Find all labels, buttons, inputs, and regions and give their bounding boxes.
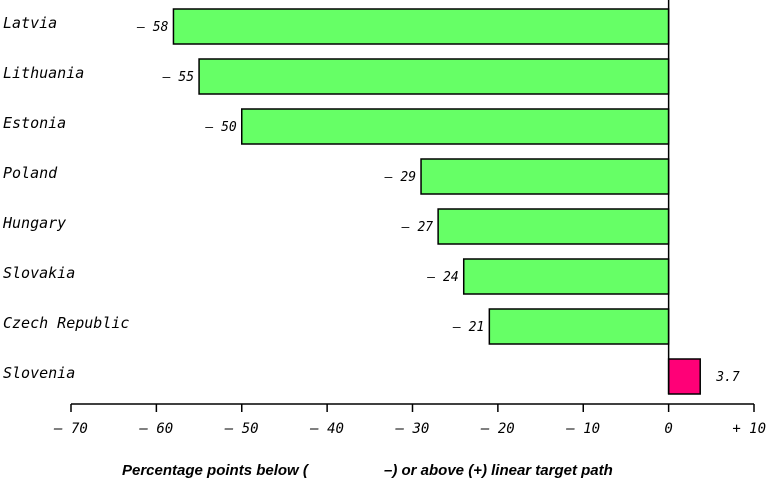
bar-hungary [437,208,670,245]
x-tick-label: – 70 [53,421,88,437]
value-labels: – 58 – 55 – 50 – 29 – 27 – 24 – 21 3.7 [136,20,740,385]
value-label-czech-republic: – 21 [452,320,484,335]
value-label-poland: – 29 [384,170,416,185]
x-tick-label: + 10 [732,421,766,437]
value-label-estonia: – 50 [204,120,236,135]
x-axis-label-part-1: Percentage points below ( [122,462,310,479]
x-tick-label: – 60 [139,421,174,437]
category-labels: Latvia Lithuania Estonia Poland Hungary Slova… [2,14,129,382]
x-tick-label: – 30 [395,421,430,437]
category-label-latvia: Latvia [3,14,57,32]
value-label-lithuania: – 55 [162,70,194,85]
bar-slovakia [462,258,670,295]
bar-poland [420,158,670,195]
x-tick-label: – 50 [224,421,259,437]
bar-slovenia [667,358,701,395]
bar-lithuania [198,58,670,95]
x-tick-label: – 40 [309,421,344,437]
bar-czech-republic [488,308,670,345]
category-label-slovenia: Slovenia [3,364,75,382]
bar-estonia [241,108,670,145]
x-tick-label: 0 [664,421,672,437]
x-axis-label-part-2: –) or above (+) linear target path [384,462,613,479]
category-label-czech-republic: Czech Republic [3,314,129,332]
value-label-hungary: – 27 [401,220,433,235]
category-label-poland: Poland [3,164,58,182]
bar-latvia [172,8,670,45]
category-label-estonia: Estonia [3,114,66,132]
category-label-lithuania: Lithuania [3,64,84,82]
value-label-latvia: – 58 [136,20,168,35]
value-label-slovakia: – 24 [426,270,458,285]
x-tick-label: – 20 [480,421,515,437]
category-label-slovakia: Slovakia [3,264,75,282]
x-axis: – 70 – 60 – 50 – 40 – 30 – 20 – 10 0 + 10 [53,403,766,437]
x-tick-label: – 10 [565,421,600,437]
value-label-slovenia: 3.7 [715,370,740,385]
bars-group [172,8,701,395]
category-label-hungary: Hungary [2,214,66,232]
